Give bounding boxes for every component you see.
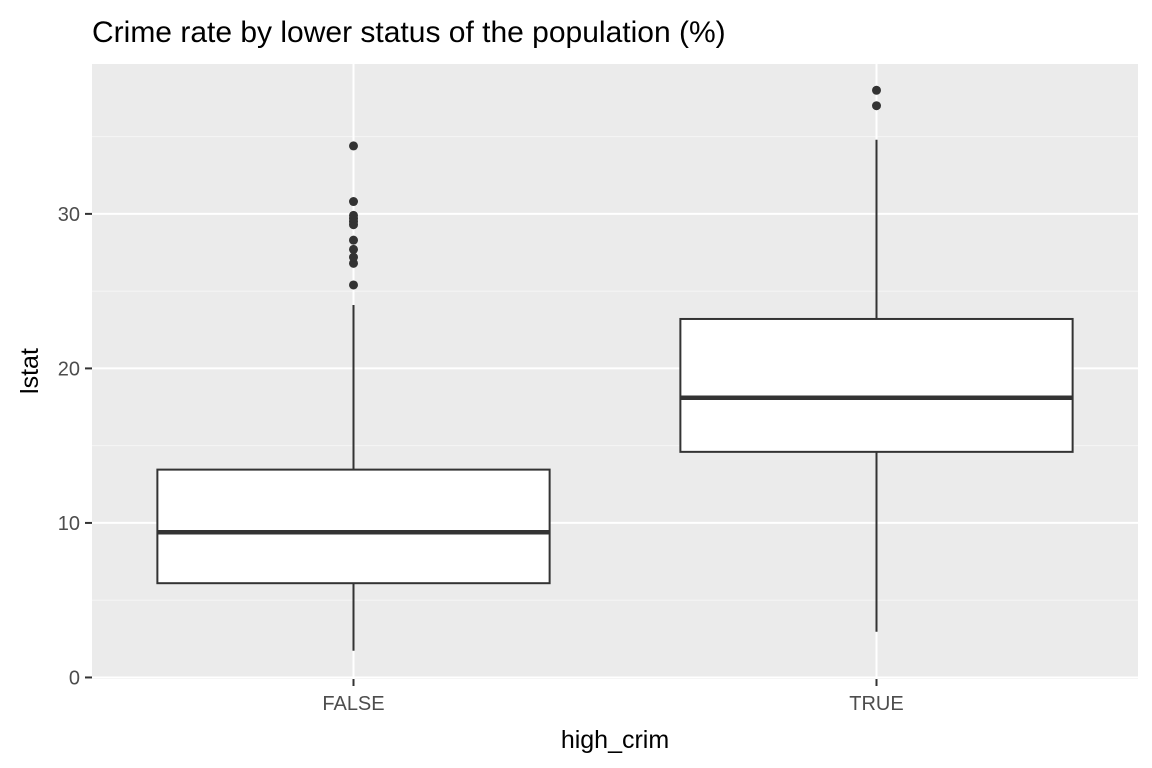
- box-series: [156, 85, 1074, 651]
- outlier-point: [349, 244, 358, 254]
- outlier-point: [349, 252, 358, 262]
- y-axis-title: lstat: [16, 348, 44, 394]
- y-axis: 0 10 20 30: [58, 204, 92, 689]
- y-tick-label: 20: [58, 358, 80, 380]
- outlier-point: [349, 280, 358, 290]
- x-tick-label: FALSE: [322, 693, 384, 715]
- outlier-point: [349, 210, 358, 220]
- x-axis-title: high_crim: [561, 726, 669, 754]
- outlier-point: [349, 141, 358, 151]
- minor-gridlines: [92, 136, 1138, 601]
- outlier-point: [872, 85, 881, 95]
- iqr-box: [679, 317, 1074, 453]
- outlier-point: [349, 235, 358, 245]
- box-true: [679, 85, 1074, 632]
- x-axis: FALSE TRUE: [322, 679, 904, 715]
- chart-title: Crime rate by lower status of the popula…: [92, 16, 726, 49]
- iqr-box: [156, 468, 551, 585]
- x-tick-label: TRUE: [849, 693, 903, 715]
- y-tick-label: 30: [58, 204, 80, 226]
- y-tick-label: 10: [58, 513, 80, 535]
- outlier-point: [349, 258, 358, 268]
- y-tick-label: 0: [69, 667, 80, 689]
- outlier-point: [872, 101, 881, 111]
- box-false: [156, 141, 551, 651]
- outlier-point: [349, 197, 358, 207]
